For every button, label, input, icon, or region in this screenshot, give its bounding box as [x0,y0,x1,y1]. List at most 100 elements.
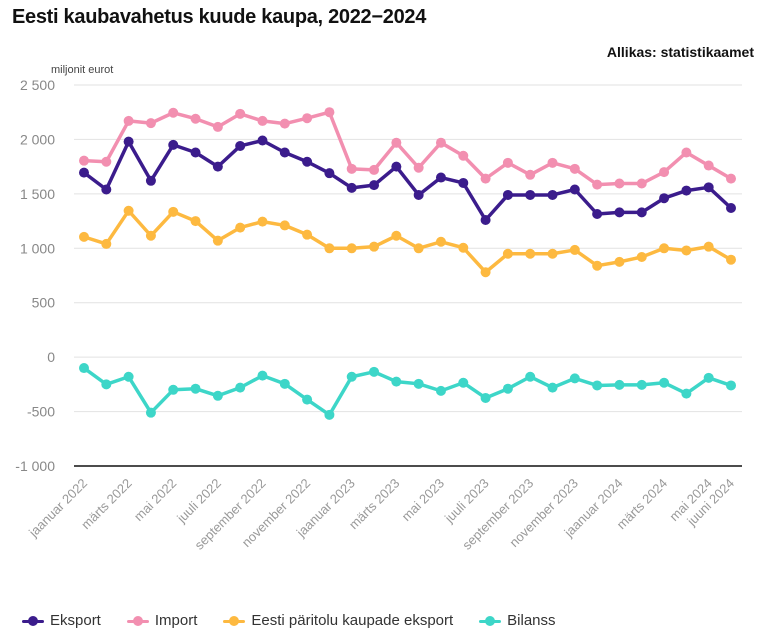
data-point[interactable] [614,256,625,267]
data-point[interactable] [145,407,156,418]
data-point[interactable] [592,179,603,190]
data-point[interactable] [79,363,89,374]
data-point[interactable] [435,236,446,247]
data-point[interactable] [257,370,268,381]
data-point[interactable] [547,189,558,200]
data-point[interactable] [190,216,201,227]
data-point[interactable] [346,182,357,193]
data-point[interactable] [324,168,335,179]
data-point[interactable] [569,184,580,195]
data-point[interactable] [346,163,357,174]
data-point[interactable] [168,384,179,395]
data-point[interactable] [726,254,736,265]
data-point[interactable] [636,251,647,262]
data-point[interactable] [369,241,380,252]
data-point[interactable] [413,243,424,254]
data-point[interactable] [636,379,647,390]
data-point[interactable] [458,150,469,161]
data-point[interactable] [502,189,513,200]
data-point[interactable] [391,161,402,172]
data-point[interactable] [145,118,156,129]
data-point[interactable] [569,244,580,255]
data-point[interactable] [569,163,580,174]
data-point[interactable] [212,121,223,132]
data-point[interactable] [212,161,223,172]
data-point[interactable] [435,385,446,396]
data-point[interactable] [681,147,692,158]
data-point[interactable] [547,157,558,168]
data-point[interactable] [480,392,491,403]
data-point[interactable] [614,379,625,390]
data-point[interactable] [145,230,156,241]
data-point[interactable] [369,164,380,175]
data-point[interactable] [101,238,112,249]
data-point[interactable] [123,371,134,382]
data-point[interactable] [279,220,290,231]
data-point[interactable] [324,243,335,254]
data-point[interactable] [145,175,156,186]
data-point[interactable] [212,390,223,401]
data-point[interactable] [302,113,313,124]
data-point[interactable] [703,241,714,252]
data-point[interactable] [257,115,268,126]
data-point[interactable] [279,378,290,389]
data-point[interactable] [502,248,513,259]
data-point[interactable] [480,267,491,278]
data-point[interactable] [413,378,424,389]
data-point[interactable] [681,245,692,256]
data-point[interactable] [235,222,246,233]
data-point[interactable] [257,135,268,146]
data-point[interactable] [346,243,357,254]
data-point[interactable] [302,229,313,240]
data-point[interactable] [123,115,134,126]
data-point[interactable] [235,140,246,151]
data-point[interactable] [480,173,491,184]
data-point[interactable] [413,189,424,200]
data-point[interactable] [458,242,469,253]
data-point[interactable] [79,231,89,242]
legend-item[interactable]: Bilanss [479,612,556,629]
data-point[interactable] [502,383,513,394]
data-point[interactable] [168,139,179,150]
data-point[interactable] [369,180,380,191]
data-point[interactable] [703,160,714,171]
data-point[interactable] [413,162,424,173]
data-point[interactable] [659,243,670,254]
data-point[interactable] [681,185,692,196]
data-point[interactable] [346,371,357,382]
data-point[interactable] [302,156,313,167]
data-point[interactable] [681,388,692,399]
data-point[interactable] [279,147,290,158]
data-point[interactable] [79,167,89,178]
data-point[interactable] [435,172,446,183]
data-point[interactable] [302,394,313,405]
data-point[interactable] [726,203,736,214]
data-point[interactable] [636,178,647,189]
data-point[interactable] [257,216,268,227]
data-point[interactable] [123,136,134,147]
data-point[interactable] [703,372,714,383]
data-point[interactable] [525,248,536,259]
data-point[interactable] [614,178,625,189]
data-point[interactable] [547,382,558,393]
data-point[interactable] [101,379,112,390]
data-point[interactable] [726,380,736,391]
data-point[interactable] [480,214,491,225]
data-point[interactable] [391,230,402,241]
data-point[interactable] [569,373,580,384]
data-point[interactable] [235,382,246,393]
data-point[interactable] [101,184,112,195]
data-point[interactable] [659,377,670,388]
data-point[interactable] [190,113,201,124]
legend-item[interactable]: Eksport [22,612,101,629]
data-point[interactable] [101,156,112,167]
data-point[interactable] [525,169,536,180]
data-point[interactable] [190,147,201,158]
data-point[interactable] [168,107,179,118]
data-point[interactable] [502,157,513,168]
data-point[interactable] [592,208,603,219]
data-point[interactable] [212,235,223,246]
data-point[interactable] [279,118,290,129]
data-point[interactable] [190,383,201,394]
data-point[interactable] [458,377,469,388]
